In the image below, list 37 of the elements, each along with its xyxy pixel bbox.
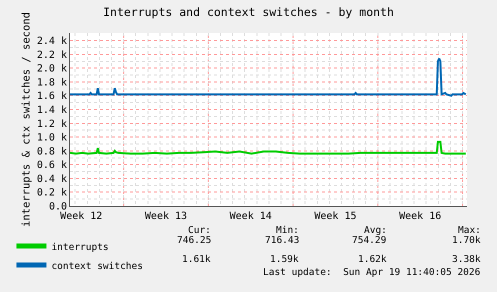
text: 1.59k [270,254,299,265]
x-tick-label: Week 12 [60,211,102,222]
y-tick-label: 0.6 k [36,160,67,172]
y-tick-label: 2.2 k [36,50,67,61]
line-series [70,58,467,97]
x-tick-label: Week 14 [230,211,272,222]
y-axis-title: interrupts & ctx switches / second [20,12,33,227]
y-tick-label: 2.0 k [36,64,67,75]
text: Avg: [364,225,387,236]
text: 746.25 [177,235,212,246]
text: Max: [458,225,481,236]
x-tick-label: Week 15 [314,211,357,222]
text: 1.61k [182,254,211,265]
y-tick-label: 1.8 k [36,77,67,88]
y-tick-label: 0.4 k [36,174,67,185]
x-tick-label: Week 16 [399,211,442,222]
chart-title: Interrupts and context switches - by month [103,5,394,20]
text: 716.43 [265,235,300,246]
x-tick-label: Week 13 [144,211,188,222]
legend-label: context switches [51,260,143,272]
text: Last update: Sun Apr 19 11:40:05 2026 [263,267,481,278]
text: Cur: [188,225,211,236]
y-tick-label: 0.0 [48,202,67,212]
y-tick-label: 2.4 k [36,36,67,48]
legend-label: interrupts [51,242,109,253]
y-tick-label: 1.6 k [36,91,67,102]
text: 1.70k [452,235,481,246]
y-tick-label: 1.2 k [36,118,67,130]
line-series [70,140,467,155]
text: 754.29 [352,235,387,246]
text: 3.38k [452,254,481,265]
text: 1.62k [358,254,387,265]
y-tick-label: 1.0 k [36,132,67,144]
y-tick-label: 0.8 k [36,146,67,158]
y-tick-label: 1.4 k [36,105,67,116]
text: Min: [276,225,299,236]
y-tick-label: 0.2 k [36,188,67,199]
